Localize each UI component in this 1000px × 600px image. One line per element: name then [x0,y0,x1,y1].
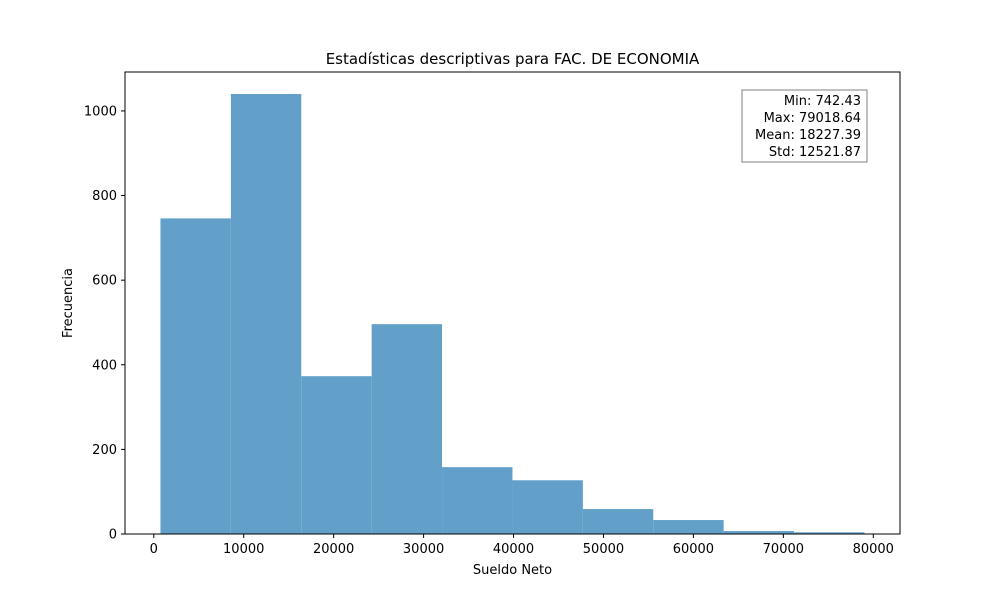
x-tick-label-2: 20000 [313,542,354,557]
y-tick-label-3: 600 [92,274,117,289]
histogram-bar-4 [442,467,513,534]
y-tick-label-4: 800 [92,189,117,204]
y-axis-label: Frecuencia [61,268,76,338]
y-tick-label-5: 1000 [84,104,117,119]
x-tick-label-0: 0 [150,542,158,557]
histogram-bar-8 [723,531,795,534]
chart-title: Estadísticas descriptivas para FAC. DE E… [326,50,700,68]
ticks-group: 0 10000 20000 30000 40000 50000 60000 70000 8000… [84,104,894,557]
x-tick-label-4: 40000 [493,542,534,557]
stats-max: Max: 79018.64 [764,111,861,126]
plot-frame [124,71,901,535]
y-tick-label-2: 400 [92,358,117,373]
stats-mean: Mean: 18227.39 [755,128,861,143]
histogram-bar-1 [230,94,302,534]
y-tick-label-1: 200 [92,443,117,458]
x-tick-label-8: 80000 [853,542,894,557]
histogram-bar-2 [301,376,372,534]
stats-std: Std: 12521.87 [769,145,861,160]
x-tick-label-6: 60000 [673,542,714,557]
histogram-bar-0 [160,218,231,534]
stats-box: Min: 742.43 Max: 79018.64 Mean: 18227.39… [741,89,868,163]
histogram-bar-9 [794,532,865,534]
stats-min: Min: 742.43 [784,94,861,109]
stats-box-frame [741,89,868,163]
x-tick-label-3: 30000 [403,542,444,557]
histogram-bar-5 [512,480,583,534]
histogram-bar-6 [582,509,654,534]
histogram-bar-3 [371,324,443,534]
x-tick-label-5: 50000 [583,542,624,557]
histogram-bar-7 [653,520,724,534]
y-tick-label-0: 0 [109,528,117,543]
x-tick-label-1: 10000 [223,542,264,557]
x-axis-label: Sueldo Neto [473,563,552,578]
bars-group [160,94,865,534]
x-tick-label-7: 70000 [763,542,804,557]
